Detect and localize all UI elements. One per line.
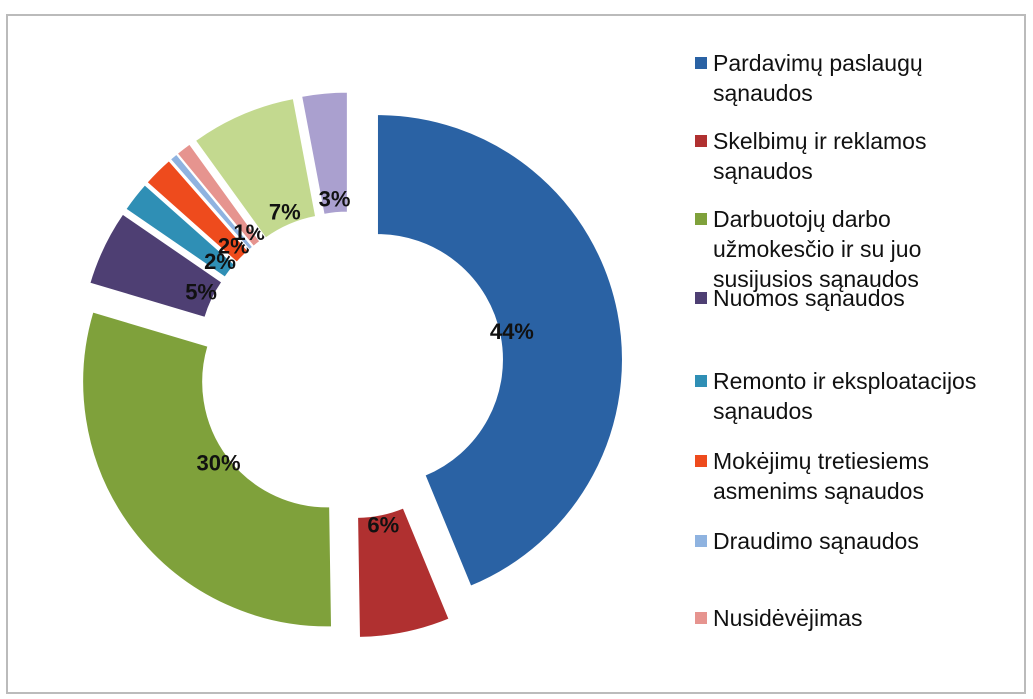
legend-swatch [695, 57, 707, 69]
legend-label: Mokėjimų tretiesiems asmenims sąnaudos [713, 448, 929, 504]
slice [376, 114, 623, 587]
legend-swatch [695, 455, 707, 467]
slice [125, 184, 236, 278]
legend-label: Darbuotojų darbo užmokesčio ir su juo su… [713, 206, 922, 292]
data-label: 30% [196, 450, 240, 475]
legend-swatch [695, 135, 707, 147]
legend-swatch [695, 375, 707, 387]
legend-entry: Pardavimų paslaugų sąnaudos [695, 48, 995, 108]
legend-swatch [695, 292, 707, 304]
legend-label: Remonto ir eksploatacijos sąnaudos [713, 368, 977, 424]
legend-entry: Skelbimų ir reklamos sąnaudos [695, 126, 995, 186]
legend-entry: Darbuotojų darbo užmokesčio ir su juo su… [695, 204, 995, 294]
legend-swatch [695, 213, 707, 225]
slice [176, 143, 261, 247]
data-label: 7% [269, 199, 301, 224]
legend-label: Skelbimų ir reklamos sąnaudos [713, 128, 927, 184]
slice [89, 213, 223, 318]
legend-swatch [695, 612, 707, 624]
legend-entry: Mokėjimų tretiesiems asmenims sąnaudos [695, 446, 995, 506]
legend-label: Pardavimų paslaugų sąnaudos [713, 50, 923, 106]
slice [82, 311, 333, 628]
slice [301, 91, 348, 215]
legend-entry: Draudimo sąnaudos [695, 526, 995, 556]
legend-entry: Nuomos sąnaudos [695, 283, 995, 313]
data-label: 5% [185, 280, 217, 305]
legend-entry: Remonto ir eksploatacijos sąnaudos [695, 366, 995, 426]
legend-label: Draudimo sąnaudos [713, 528, 919, 554]
chart-frame [6, 14, 1026, 694]
data-label: 44% [490, 319, 534, 344]
data-label: 3% [319, 187, 351, 212]
slice [194, 97, 317, 239]
slice [146, 160, 249, 263]
slice [357, 507, 450, 638]
legend-label: Nusidėvėjimas [713, 605, 863, 631]
legend-label: Nuomos sąnaudos [713, 285, 905, 311]
legend-swatch [695, 535, 707, 547]
slice [169, 153, 254, 251]
data-label: 6% [367, 512, 399, 537]
legend-entry: Nusidėvėjimas [695, 603, 995, 633]
